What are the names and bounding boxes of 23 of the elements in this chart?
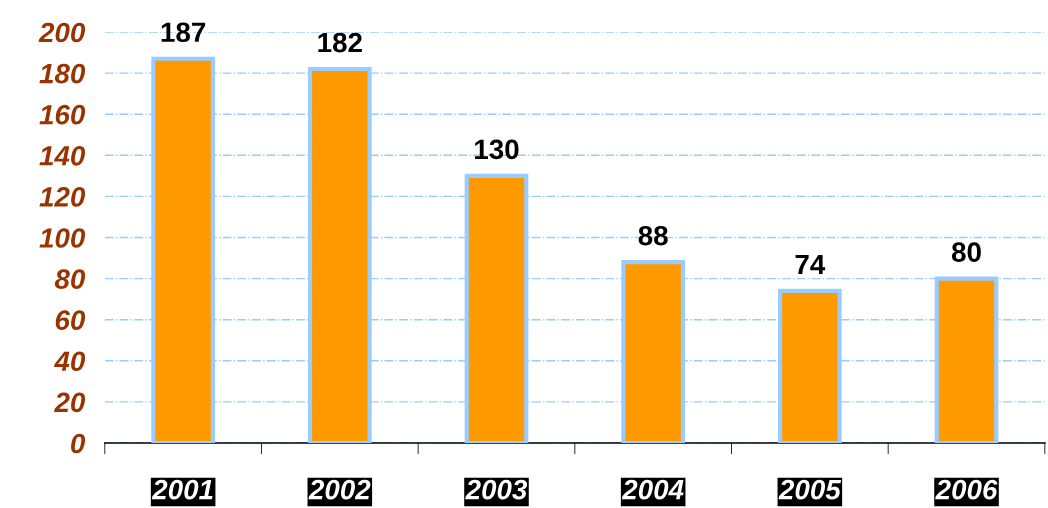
y-tick-label: 100 xyxy=(39,228,86,248)
y-tick-label: 40 xyxy=(54,351,86,372)
y-tick-label: 80 xyxy=(54,269,86,289)
y-tick-label: 20 xyxy=(54,392,86,413)
y-tick-label: 120 xyxy=(39,187,86,207)
y-tick-label: 180 xyxy=(39,63,86,84)
x-tick-label: 2006 xyxy=(935,479,998,500)
y-tick-label: 60 xyxy=(55,310,86,331)
data-label: 88 xyxy=(638,225,668,246)
y-tick-label: 200 xyxy=(38,22,86,43)
x-tick-label: 2003 xyxy=(465,479,528,500)
x-tick-label: 2005 xyxy=(778,479,842,500)
x-tick-label: 2004 xyxy=(621,479,684,500)
x-tick-label: 2002 xyxy=(308,479,371,500)
data-label: 182 xyxy=(318,32,362,53)
y-tick-label: 0 xyxy=(71,433,86,454)
data-label: 74 xyxy=(795,254,826,275)
x-tick-label: 2001 xyxy=(151,479,213,500)
data-label: 80 xyxy=(951,242,981,262)
data-label: 130 xyxy=(475,139,519,160)
y-tick-label: 160 xyxy=(39,104,86,125)
data-label: 187 xyxy=(161,22,206,43)
y-tick-label: 140 xyxy=(39,145,86,166)
